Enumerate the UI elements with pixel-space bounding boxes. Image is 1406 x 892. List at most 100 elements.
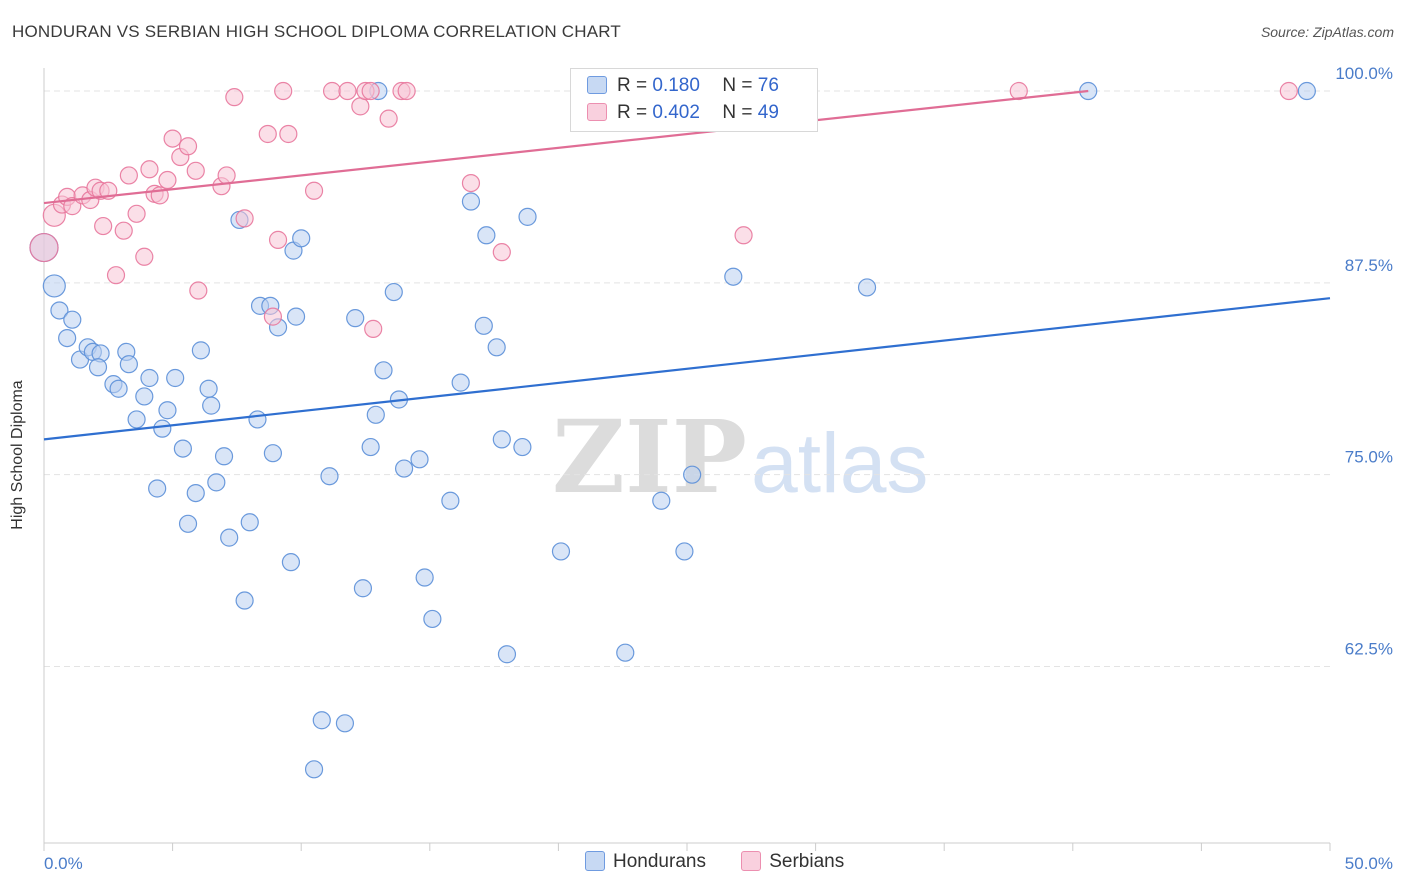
honduran-point xyxy=(220,528,239,547)
honduran-point xyxy=(214,447,234,466)
honduran-point xyxy=(158,401,177,420)
serbian-point xyxy=(106,266,126,285)
honduran-point xyxy=(235,591,254,610)
honduran-point xyxy=(487,338,506,357)
serbian-point xyxy=(379,109,398,128)
serbian-point xyxy=(29,232,59,263)
serbian-point xyxy=(189,281,208,300)
legend-row-serbians: R = 0.402 N = 49 xyxy=(587,102,779,126)
series-legend-label: Hondurans xyxy=(613,851,706,872)
honduran-point xyxy=(415,568,434,587)
honduran-point xyxy=(199,379,218,398)
series-swatch-serbians xyxy=(741,851,762,871)
honduran-point xyxy=(410,450,429,469)
serbian-point xyxy=(263,307,283,326)
legend-n-value: 76 xyxy=(757,75,779,96)
series-legend-serbians[interactable]: Serbians xyxy=(741,851,844,873)
honduran-point xyxy=(42,274,66,298)
honduran-point xyxy=(153,419,172,438)
serbian-point xyxy=(225,88,244,107)
honduran-point xyxy=(423,609,442,629)
series-legend-hondurans[interactable]: Hondurans xyxy=(585,851,706,873)
legend-swatch-hondurans xyxy=(587,76,607,94)
honduran-point xyxy=(374,361,393,380)
legend-r-value: 0.402 xyxy=(652,102,700,123)
honduran-point xyxy=(240,513,259,532)
honduran-point xyxy=(207,473,226,492)
legend-r-label: R = xyxy=(617,75,648,96)
serbian-point xyxy=(461,173,481,193)
serbian-point xyxy=(361,81,380,101)
serbian-point xyxy=(178,137,198,156)
honduran-point xyxy=(109,379,128,398)
honduran-point xyxy=(474,316,493,335)
serbian-point xyxy=(186,161,205,180)
legend-swatch-serbians xyxy=(587,103,607,121)
serbian-point xyxy=(235,209,254,228)
honduran-trend-line xyxy=(43,297,1331,441)
honduran-point xyxy=(173,439,192,458)
serbian-point xyxy=(158,170,177,190)
serbian-point xyxy=(127,204,146,223)
honduran-point xyxy=(202,396,221,415)
honduran-point xyxy=(616,643,635,662)
honduran-point xyxy=(58,328,77,348)
serbian-point xyxy=(338,81,357,101)
honduran-point xyxy=(366,405,385,424)
serbian-point xyxy=(268,230,288,249)
honduran-point xyxy=(148,479,167,498)
honduran-point xyxy=(335,714,355,733)
honduran-point xyxy=(551,542,571,561)
x-tick-label: 50.0% xyxy=(1345,854,1393,873)
honduran-point xyxy=(441,491,460,510)
honduran-point xyxy=(477,226,496,245)
honduran-point xyxy=(312,711,331,730)
legend-n-value: 49 xyxy=(757,102,779,123)
chart-title: HONDURAN VS SERBIAN HIGH SCHOOL DIPLOMA … xyxy=(12,22,622,41)
serbian-point xyxy=(734,226,753,245)
y-tick-label: 62.5% xyxy=(1345,640,1393,659)
honduran-point xyxy=(497,645,517,664)
honduran-point xyxy=(286,307,306,326)
honduran-point xyxy=(353,579,373,598)
y-tick-label: 100.0% xyxy=(1335,64,1393,83)
serbian-point xyxy=(397,81,416,101)
honduran-point xyxy=(320,467,339,486)
serbian-point xyxy=(140,160,159,179)
serbian-point xyxy=(322,81,342,101)
honduran-point xyxy=(451,373,470,392)
serbian-point xyxy=(163,129,182,148)
honduran-point xyxy=(461,192,481,211)
honduran-point xyxy=(304,760,324,779)
serbian-point xyxy=(1279,81,1298,101)
legend-n-label: N = xyxy=(722,75,753,96)
honduran-point xyxy=(394,459,414,478)
honduran-point xyxy=(1297,81,1316,101)
legend-r-value: 0.180 xyxy=(652,75,700,96)
serbian-point xyxy=(364,319,383,338)
serbian-trend-line xyxy=(43,89,1089,205)
honduran-point xyxy=(513,437,532,457)
series-swatch-hondurans xyxy=(585,851,605,871)
honduran-point xyxy=(178,514,198,533)
honduran-point xyxy=(346,309,365,328)
honduran-point xyxy=(166,368,185,388)
honduran-point xyxy=(191,341,210,360)
honduran-point xyxy=(292,229,311,248)
honduran-point xyxy=(675,542,694,561)
series-legend: Hondurans Serbians xyxy=(585,851,874,873)
honduran-point xyxy=(724,267,743,286)
x-tick-label: 0.0% xyxy=(44,854,83,873)
serbian-point xyxy=(492,243,511,262)
honduran-point xyxy=(281,553,301,572)
source-label: Source: ZipAtlas.com xyxy=(1260,24,1394,40)
honduran-point xyxy=(50,301,69,320)
honduran-point xyxy=(683,465,702,484)
honduran-point xyxy=(140,368,159,388)
serbian-point xyxy=(114,221,133,240)
honduran-point xyxy=(492,430,511,449)
correlation-legend: R = 0.180 N = 76 R = 0.402 N = 49 xyxy=(570,68,818,132)
serbian-point xyxy=(119,166,138,185)
series-legend-label: Serbians xyxy=(769,851,845,872)
